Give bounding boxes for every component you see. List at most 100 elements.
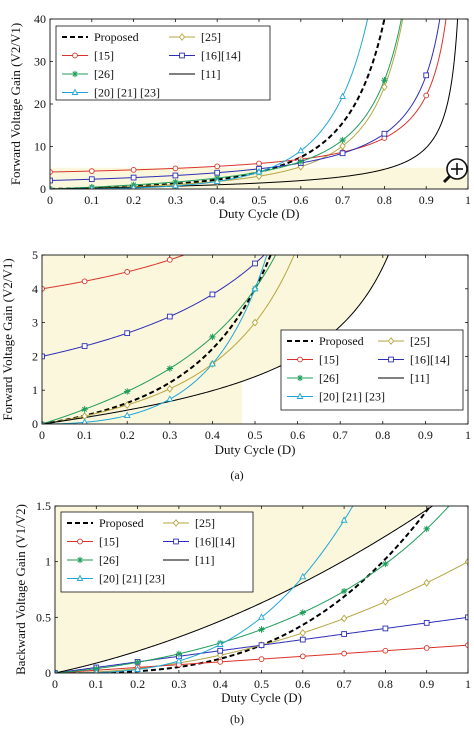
legend-item-26: [26] — [287, 371, 339, 385]
data-point-15 — [256, 160, 262, 167]
data-point-20-21-23 — [340, 516, 348, 523]
data-point-20-21-23 — [216, 640, 224, 647]
data-point-26 — [381, 77, 388, 84]
legend: Proposed [25] [15] [16][14] [26] [11] [20] [21… — [55, 25, 271, 101]
data-point-16-14 — [423, 620, 430, 626]
x-tick-label: 0.8 — [377, 193, 392, 207]
y-tick-label: 1 — [32, 383, 38, 397]
data-point-26 — [134, 659, 141, 666]
marker-group — [55, 516, 468, 673]
data-point-16-14 — [252, 260, 258, 267]
legend-label: [26] — [319, 371, 339, 385]
data-point-15 — [50, 169, 53, 175]
figure-caption: (a) — [230, 468, 243, 482]
data-point-20-21-23 — [251, 284, 259, 292]
data-point-20-21-23 — [93, 668, 99, 673]
data-point-15 — [81, 278, 88, 285]
data-point-20-21-23 — [208, 359, 216, 367]
legend-marker — [77, 538, 83, 545]
chart-panel-3: 0 0.1 0.2 0.3 0.4 0.5 0.6 0.7 0.8 0.9 1 0 0.5 1 1.5 Pro… — [13, 499, 471, 726]
y-axis-label: Backward Voltage Gain (V1/V2) — [13, 504, 28, 675]
data-point-20-21-23 — [339, 92, 347, 99]
data-point-16-14 — [423, 72, 430, 79]
x-tick-label: 0.4 — [213, 677, 228, 691]
data-point-20-21-23 — [89, 184, 95, 189]
x-tick-label: 1 — [465, 677, 471, 691]
series-line-20-21-23 — [42, 255, 268, 424]
data-point-25 — [381, 83, 388, 91]
data-point-25 — [339, 142, 346, 150]
legend-item-proposed: Proposed — [67, 516, 144, 530]
data-point-20-21-23 — [81, 418, 88, 424]
x-tick-label: 0.3 — [162, 428, 177, 442]
legend-item-20-21-23: [20] [21] [23] — [62, 86, 160, 100]
plot-frame — [49, 18, 469, 190]
series-line-20-21-23 — [55, 506, 354, 673]
data-point-15 — [382, 647, 389, 654]
data-point-15 — [299, 653, 306, 660]
legend-marker — [76, 556, 84, 564]
legend: Proposed [25] [15] [16][14] [26] [11] [20] [21… — [60, 511, 254, 593]
y-axis-label: Forward Voltage Gain (V2/V1) — [0, 258, 15, 420]
legend-marker — [296, 392, 304, 399]
series-line-11 — [50, 19, 459, 189]
data-point-25 — [464, 557, 468, 566]
x-tick-label: 1 — [465, 428, 471, 442]
x-tick-label: 0.6 — [293, 193, 308, 207]
data-point-26 — [339, 136, 346, 144]
data-point-20-21-23 — [130, 183, 137, 189]
data-point-15 — [166, 256, 173, 263]
data-point-25 — [255, 172, 263, 181]
data-point-20-21-23 — [299, 572, 307, 580]
x-tick-label: 0 — [39, 428, 45, 442]
y-tick-label: 1 — [45, 555, 51, 569]
legend-label: Proposed — [99, 516, 144, 530]
x-tick-label: 0.7 — [337, 677, 352, 691]
x-tick-label: 0 — [52, 677, 58, 691]
x-tick-label: 0.3 — [171, 677, 186, 691]
series-group — [50, 19, 459, 189]
legend-label: [26] — [99, 553, 119, 567]
legend-item-proposed: Proposed — [62, 30, 139, 44]
plot-frame — [41, 254, 469, 425]
data-point-25 — [166, 384, 173, 393]
data-point-15 — [465, 642, 468, 649]
y-tick-label: 10 — [34, 140, 46, 154]
legend-item-15: [15] — [287, 353, 339, 367]
legend-marker — [173, 538, 179, 545]
legend-marker — [76, 574, 84, 581]
data-point-25 — [423, 578, 430, 587]
data-point-26 — [258, 626, 265, 633]
x-tick-label: 0.7 — [333, 428, 348, 442]
x-tick-label: 0.8 — [375, 428, 390, 442]
x-tick-label: 0.2 — [126, 193, 141, 207]
x-tick-label: 0.5 — [252, 193, 267, 207]
data-point-16-14 — [299, 636, 306, 643]
legend-marker — [387, 337, 395, 345]
chart-panel-2: 0 0.1 0.2 0.3 0.4 0.5 0.6 0.7 0.8 0.9 1 0 1 2 3 4 5 Propo… — [0, 248, 471, 482]
data-point-16-14 — [382, 625, 389, 632]
legend-marker — [172, 519, 180, 527]
axis-ticks: 0 0.1 0.2 0.3 0.4 0.5 0.6 0.7 0.8 0.9 1 0 1 2 3 4 5 — [32, 248, 471, 442]
data-point-26 — [340, 587, 348, 595]
y-tick-label: 30 — [34, 55, 46, 69]
x-tick-label: 0.8 — [378, 677, 393, 691]
data-point-16-14 — [209, 291, 216, 298]
legend-label: [26] — [94, 67, 114, 81]
legend-label: [20] [21] [23] — [94, 86, 160, 100]
data-point-20-21-23 — [213, 177, 221, 184]
x-tick-label: 0.4 — [205, 428, 220, 442]
legend-label: Proposed — [319, 334, 364, 348]
legend-item-25: [25] — [378, 334, 430, 348]
legend-item-26: [26] — [67, 553, 119, 567]
x-tick-label: 0.6 — [295, 677, 310, 691]
data-point-25 — [217, 651, 224, 660]
y-tick-label: 1.5 — [36, 499, 51, 513]
chart-panel-1: 0 0.1 0.2 0.3 0.4 0.5 0.6 0.7 0.8 0.9 1010203040Pr… — [8, 12, 471, 221]
x-tick-label: 0.9 — [418, 428, 433, 442]
data-point-16-14 — [465, 614, 468, 621]
y-tick-label: 4 — [32, 282, 38, 296]
legend-marker — [72, 52, 78, 59]
